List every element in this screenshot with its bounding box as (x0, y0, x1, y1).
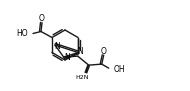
Text: O: O (39, 14, 45, 23)
Text: O: O (101, 47, 107, 56)
Text: N: N (55, 42, 60, 51)
Text: H2N: H2N (75, 75, 89, 80)
Text: N: N (64, 53, 70, 62)
Text: OH: OH (114, 65, 125, 74)
Text: N: N (78, 47, 83, 56)
Text: HO: HO (16, 29, 28, 38)
